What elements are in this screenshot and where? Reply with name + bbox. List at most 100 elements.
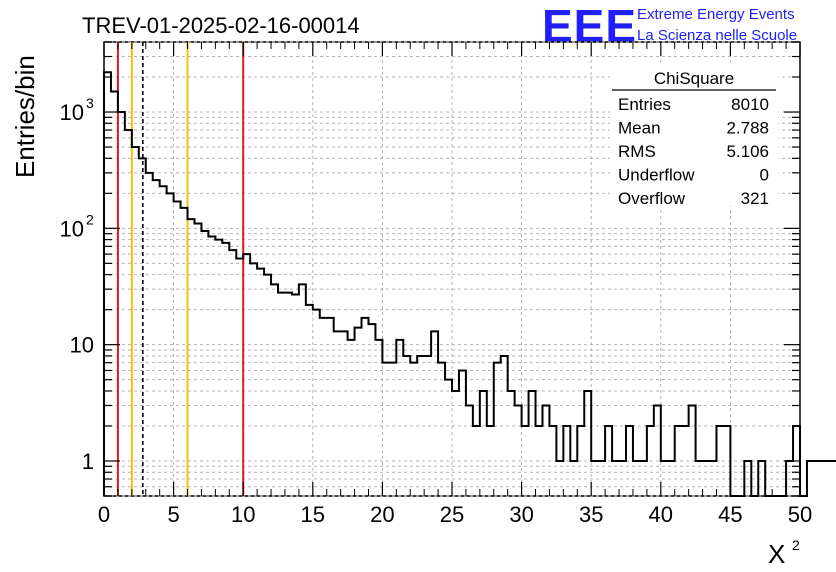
histogram-bin	[132, 147, 139, 496]
histogram-bin	[723, 426, 730, 496]
histogram-bin	[598, 461, 605, 496]
histogram-bin	[758, 461, 765, 496]
histogram-bin	[570, 461, 577, 496]
stats-label: Mean	[618, 119, 661, 138]
histogram-bin	[696, 461, 703, 496]
histogram-bin	[271, 284, 278, 496]
histogram-series	[103, 71, 836, 497]
histogram-bin	[626, 426, 633, 496]
histogram-bin	[494, 363, 501, 496]
histogram-bin	[215, 240, 222, 496]
x-axis-label-superscript: 2	[792, 537, 800, 553]
histogram-bin	[473, 426, 480, 496]
histogram-bin	[188, 219, 195, 496]
histogram-bin	[828, 461, 835, 496]
histogram-bin	[529, 391, 536, 496]
histogram-bin	[654, 405, 661, 496]
logo-mark: EEE	[542, 0, 637, 52]
x-axis-title: X 2	[768, 537, 800, 569]
stats-value: 321	[741, 189, 769, 208]
histogram-bin	[807, 461, 814, 496]
histogram-bin	[181, 208, 188, 496]
histogram-bin	[201, 231, 208, 496]
y-axis-label: Entries/bin	[10, 55, 40, 178]
histogram-bin	[710, 461, 717, 496]
y-tick-label: 10	[70, 333, 94, 358]
histogram-bin	[647, 426, 654, 496]
histogram-bin	[111, 92, 118, 496]
histogram-bin	[536, 426, 543, 496]
histogram-bin	[640, 461, 647, 496]
histogram-bin	[682, 426, 689, 496]
histogram-bin	[146, 173, 153, 496]
histogram-bin	[389, 363, 396, 496]
stats-label: Entries	[618, 95, 671, 114]
histogram-bin	[508, 391, 515, 496]
histogram-bin	[236, 259, 243, 496]
x-axis-label: X	[768, 539, 785, 569]
histogram-bin	[689, 405, 696, 496]
stats-title: ChiSquare	[654, 69, 734, 88]
histogram-bin	[549, 426, 556, 496]
histogram-bin	[229, 250, 236, 496]
histogram-bin	[403, 356, 410, 496]
histogram-bin	[104, 72, 111, 496]
histogram-bin	[431, 331, 438, 496]
stats-value: 0	[760, 166, 769, 185]
histogram-bin	[445, 380, 452, 496]
histogram-bin	[243, 254, 250, 496]
histogram-bin	[480, 391, 487, 496]
x-tick-label: 15	[301, 502, 325, 527]
histogram-bin	[661, 461, 668, 496]
stats-box: ChiSquare Entries 8010 Mean 2.788 RMS 5.106 Un…	[610, 66, 778, 208]
histogram-bin	[139, 158, 146, 496]
histogram-bin	[438, 363, 445, 496]
histogram-bin	[668, 461, 675, 496]
histogram-bin	[334, 331, 341, 496]
histogram-bin	[619, 461, 626, 496]
histogram-bin	[285, 293, 292, 496]
histogram-bin	[410, 363, 417, 496]
histogram-bin	[348, 340, 355, 496]
x-tick-label: 30	[509, 502, 533, 527]
histogram-bin	[355, 328, 362, 496]
y-tick-label: 1	[82, 449, 94, 474]
histogram-bin	[814, 461, 821, 496]
x-tick-label: 25	[440, 502, 464, 527]
histogram-bin	[313, 310, 320, 496]
histogram-bin	[118, 112, 125, 496]
x-tick-label: 35	[579, 502, 603, 527]
x-tick-label: 10	[231, 502, 255, 527]
histogram-bin	[501, 356, 508, 496]
histogram-bin	[375, 340, 382, 496]
histogram-bin	[675, 426, 682, 496]
histogram-bin	[257, 269, 264, 496]
stats-label: Overflow	[618, 189, 686, 208]
x-tick-label: 50	[788, 502, 812, 527]
histogram-bin	[459, 370, 466, 496]
histogram-bin	[250, 263, 257, 496]
histogram-bin	[264, 275, 271, 496]
stats-value: 2.788	[726, 119, 769, 138]
y-tick-label-exponent: 3	[86, 95, 94, 111]
histogram-bin	[125, 130, 132, 496]
histogram-bin	[299, 284, 306, 496]
eee-logo: EEE Extreme Energy Events La Scienza nel…	[542, 0, 797, 52]
histogram-bin	[327, 318, 334, 496]
histogram-bin	[522, 426, 529, 496]
histogram-bin	[716, 426, 723, 496]
histogram-bin	[821, 461, 828, 496]
histogram-bin	[466, 405, 473, 496]
histogram-bin	[577, 426, 584, 496]
histogram-bin	[542, 405, 549, 496]
histogram-outline	[103, 71, 836, 497]
histogram-bin	[556, 461, 563, 496]
histogram-bin	[368, 324, 375, 496]
x-tick-label: 5	[167, 502, 179, 527]
stats-value: 5.106	[726, 142, 769, 161]
x-tick-label: 40	[649, 502, 673, 527]
histogram-bin	[612, 461, 619, 496]
histogram-bin	[341, 331, 348, 496]
histogram-bin	[306, 305, 313, 496]
